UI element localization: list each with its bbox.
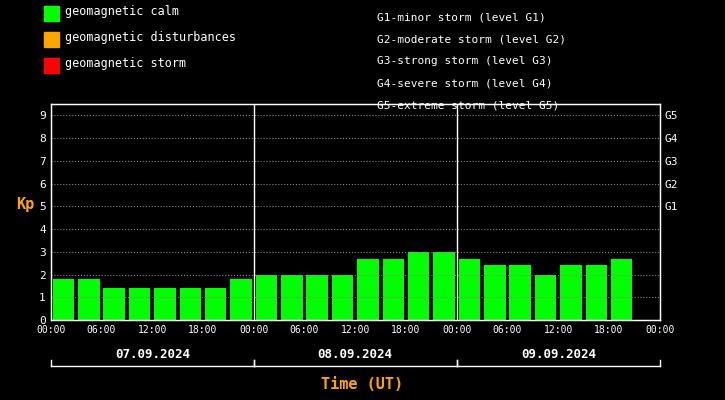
Bar	[408, 252, 429, 320]
Y-axis label: Kp: Kp	[16, 197, 34, 212]
Bar	[154, 288, 175, 320]
Text: 07.09.2024: 07.09.2024	[115, 348, 190, 360]
Text: G4-severe storm (level G4): G4-severe storm (level G4)	[377, 78, 552, 88]
Bar	[78, 279, 99, 320]
Text: geomagnetic storm: geomagnetic storm	[65, 58, 186, 70]
Text: 09.09.2024: 09.09.2024	[521, 348, 596, 360]
Text: geomagnetic calm: geomagnetic calm	[65, 6, 179, 18]
Bar	[180, 288, 201, 320]
Text: geomagnetic disturbances: geomagnetic disturbances	[65, 32, 236, 44]
Bar	[53, 279, 74, 320]
Bar	[205, 288, 226, 320]
Bar	[256, 274, 277, 320]
Bar	[434, 252, 455, 320]
Bar	[332, 274, 353, 320]
Bar	[459, 259, 480, 320]
Bar	[281, 274, 302, 320]
Text: G2-moderate storm (level G2): G2-moderate storm (level G2)	[377, 34, 566, 44]
Text: G1-minor storm (level G1): G1-minor storm (level G1)	[377, 12, 546, 22]
Bar	[104, 288, 125, 320]
Bar	[484, 266, 505, 320]
Text: G5-extreme storm (level G5): G5-extreme storm (level G5)	[377, 100, 559, 110]
Bar	[535, 274, 556, 320]
Text: Time (UT): Time (UT)	[321, 377, 404, 392]
Bar	[586, 266, 607, 320]
Bar	[611, 259, 632, 320]
Bar	[383, 259, 404, 320]
Bar	[357, 259, 378, 320]
Bar	[307, 274, 328, 320]
Bar	[129, 288, 150, 320]
Bar	[560, 266, 581, 320]
Text: G3-strong storm (level G3): G3-strong storm (level G3)	[377, 56, 552, 66]
Text: 08.09.2024: 08.09.2024	[318, 348, 393, 360]
Bar	[231, 279, 252, 320]
Bar	[510, 266, 531, 320]
